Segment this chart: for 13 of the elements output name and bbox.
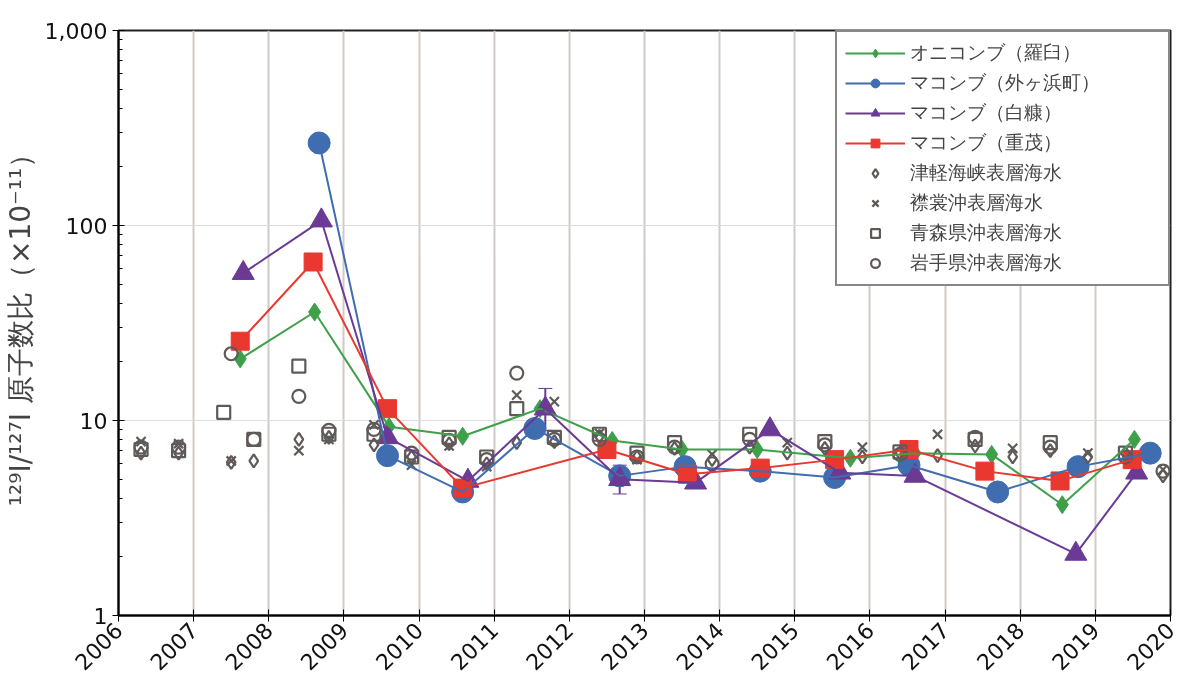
legend-label: 岩手県沖表層海水	[910, 250, 1063, 275]
legend-label: 青森県沖表層海水	[910, 220, 1063, 245]
legend-label: マコンブ（白糠）	[910, 100, 1063, 125]
legend-label: マコンブ（外ヶ浜町）	[910, 70, 1101, 95]
y-tick-label: 100	[65, 213, 108, 239]
y-axis-title: ¹²⁹I/¹²⁷I 原子数比（×10⁻¹¹）	[3, 139, 37, 507]
legend-label: 襟裳沖表層海水	[910, 190, 1044, 215]
legend-label: 津軽海峡表層海水	[910, 160, 1063, 185]
legend-label: オニコンブ（羅臼）	[910, 40, 1082, 65]
legend-label: マコンブ（重茂）	[910, 130, 1063, 155]
y-tick-label: 10	[79, 408, 108, 434]
y-tick-label: 1	[93, 603, 108, 629]
y-tick-label: 1,000	[44, 18, 108, 44]
